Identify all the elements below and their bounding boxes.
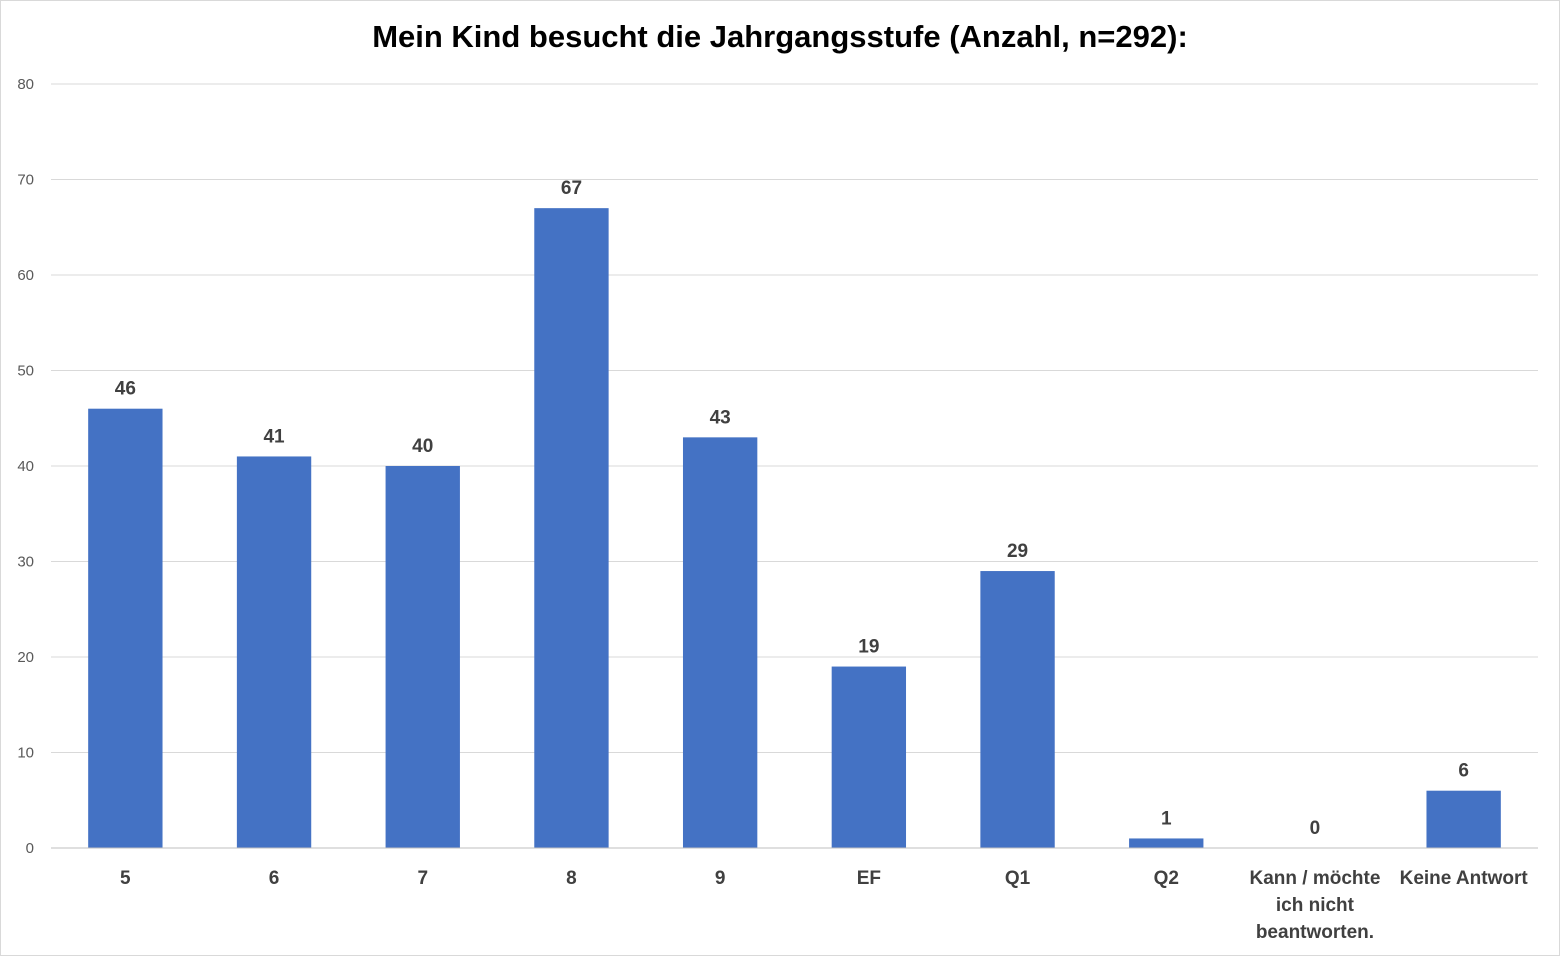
data-label: 67 [561, 178, 582, 199]
bar [385, 466, 460, 848]
x-tick-label: Kann / möchte ich nicht beantworten. [1249, 868, 1380, 943]
bar [88, 408, 163, 848]
data-label: 40 [412, 436, 433, 457]
x-tick-label: Q1 [1005, 868, 1031, 889]
bar [236, 456, 312, 848]
data-label: 46 [115, 379, 136, 400]
x-tick-label: Keine Antwort [1400, 868, 1529, 889]
y-tick-label: 60 [17, 267, 34, 284]
bars [88, 208, 1501, 848]
bar [831, 666, 907, 848]
y-tick-label: 40 [17, 458, 34, 475]
bar [682, 437, 758, 848]
data-label: 1 [1161, 808, 1172, 829]
y-tick-label: 70 [17, 172, 34, 189]
x-tick-label: 7 [417, 868, 428, 889]
data-label: 6 [1458, 761, 1469, 782]
y-tick-label: 30 [17, 554, 34, 571]
y-tick-label: 80 [17, 76, 34, 93]
data-label: 43 [710, 407, 731, 428]
y-tick-label: 0 [26, 840, 34, 857]
data-label: 41 [263, 426, 285, 447]
data-labels: 46 41 40 67 43 19 29 1 0 6 [115, 178, 1469, 839]
bar [980, 571, 1055, 848]
data-label: 0 [1310, 818, 1321, 839]
x-tick-label: 8 [566, 868, 577, 889]
y-tick-label: 10 [17, 745, 34, 762]
y-axis: 0 10 20 30 40 50 60 70 80 [17, 76, 34, 857]
x-tick-label: 9 [715, 868, 726, 889]
data-label: 29 [1007, 541, 1028, 562]
bar [1129, 838, 1204, 848]
chart-title: Mein Kind besucht die Jahrgangsstufe (An… [372, 19, 1188, 54]
x-tick-label: 5 [120, 868, 131, 889]
bar [1426, 790, 1501, 848]
x-tick-label: EF [857, 868, 881, 889]
y-tick-label: 20 [17, 649, 34, 666]
x-axis: 5 6 7 8 9 EF Q1 Q2 Kann / möchte ich nicht beantwo… [51, 847, 1538, 943]
y-tick-label: 50 [17, 363, 34, 380]
x-tick-label: Q2 [1154, 868, 1179, 889]
x-tick-label: 6 [269, 868, 280, 889]
data-label: 19 [858, 637, 879, 658]
bar [534, 208, 609, 848]
